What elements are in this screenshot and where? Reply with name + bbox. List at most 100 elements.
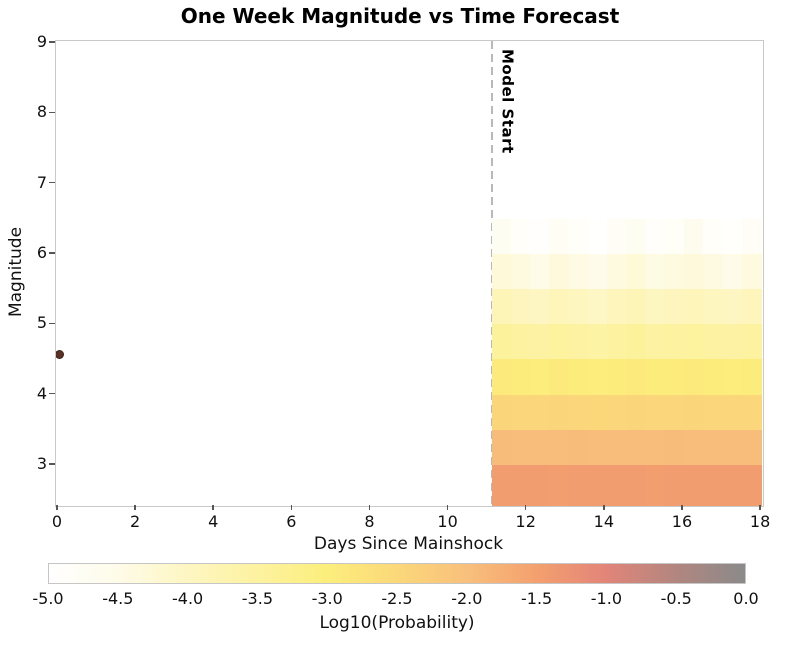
heatmap-cell	[491, 464, 512, 506]
heatmap-cell	[549, 359, 570, 395]
heatmap-cell	[626, 429, 647, 465]
colorbar-tick-label: -1.0	[590, 589, 622, 608]
heatmap-cell	[645, 359, 666, 395]
heatmap-cell	[664, 464, 685, 506]
heatmap-cell	[510, 218, 531, 254]
heatmap-cell	[549, 289, 570, 325]
heatmap-cell	[684, 359, 704, 395]
colorbar-tick-label: -3.0	[311, 589, 343, 608]
heatmap-cell	[741, 218, 762, 254]
heatmap-cell	[741, 359, 762, 395]
colorbar-tick-label: 0.0	[733, 589, 759, 608]
heatmap-cell	[664, 324, 685, 360]
heatmap-cell	[491, 253, 512, 290]
heatmap-cell	[741, 289, 762, 325]
heatmap-cell	[587, 289, 608, 325]
y-tick-label: 3	[36, 453, 47, 473]
heatmap-cell	[607, 359, 627, 395]
y-tick-label: 5	[36, 313, 47, 333]
heatmap-cell	[722, 253, 743, 290]
heatmap-cell	[645, 324, 666, 360]
x-tick-label: 12	[515, 512, 536, 531]
heatmap-cell	[684, 218, 704, 254]
heatmap-cell	[607, 394, 627, 430]
x-tick-label: 4	[208, 512, 219, 531]
x-tick-label: 2	[130, 512, 141, 531]
heatmap-cell	[568, 289, 589, 325]
heatmap-cell	[645, 429, 666, 465]
heatmap-cell	[549, 218, 570, 254]
y-tick-mark	[49, 111, 55, 114]
heatmap-cell	[664, 253, 685, 290]
heatmap-cell	[703, 429, 724, 465]
y-tick-mark	[49, 322, 55, 325]
heatmap-cell	[626, 464, 647, 506]
heatmap-cell	[491, 429, 512, 465]
colorbar-label: Log10(Probability)	[319, 613, 475, 633]
heatmap-cell	[510, 394, 531, 430]
heatmap-cell	[703, 359, 724, 395]
heatmap-cell	[722, 394, 743, 430]
heatmap-cell	[703, 394, 724, 430]
heatmap-cell	[741, 464, 762, 506]
heatmap-cell	[587, 464, 608, 506]
heatmap-cell	[491, 218, 512, 254]
heatmap-cell	[587, 218, 608, 254]
heatmap-cell	[722, 359, 743, 395]
colorbar-gradient	[48, 563, 746, 584]
x-tick-label: 8	[364, 512, 375, 531]
heatmap-cell	[664, 359, 685, 395]
heatmap-cell	[703, 464, 724, 506]
heatmap-cell	[491, 359, 512, 395]
x-tick-label: 18	[749, 512, 771, 531]
x-tick-mark	[368, 505, 371, 510]
heatmap-cell	[607, 464, 627, 506]
chart-title: One Week Magnitude vs Time Forecast	[180, 4, 620, 28]
x-tick-mark	[212, 505, 214, 510]
colorbar-tick-label: -2.5	[381, 589, 413, 608]
x-tick-label: 10	[437, 512, 458, 531]
heatmap-cell	[741, 324, 762, 360]
heatmap-cell	[684, 289, 704, 325]
x-tick-mark	[603, 505, 605, 510]
heatmap-cell	[722, 289, 743, 325]
heatmap-cell	[684, 464, 704, 506]
y-tick-mark	[49, 252, 55, 254]
heatmap-cell	[530, 253, 550, 290]
heatmap-cell	[626, 253, 647, 290]
model-start-label: Model Start	[498, 49, 517, 154]
heatmap-cell	[664, 394, 685, 430]
mainshock-point	[56, 350, 64, 360]
heatmap-cell	[530, 289, 550, 325]
heatmap-cell	[684, 394, 704, 430]
y-tick-label: 7	[36, 172, 47, 192]
x-tick-label: 14	[593, 512, 615, 531]
heatmap-cell	[664, 218, 685, 254]
y-tick-label: 9	[36, 32, 47, 51]
colorbar-tick-label: -0.5	[660, 589, 692, 608]
heatmap-cell	[626, 289, 647, 325]
heatmap-cell	[703, 324, 724, 360]
heatmap-cell	[510, 464, 531, 506]
heatmap-cell	[587, 253, 608, 290]
y-tick-mark	[49, 463, 55, 465]
heatmap-cell	[510, 429, 531, 465]
heatmap-cell	[549, 253, 570, 290]
x-tick-mark	[759, 505, 761, 510]
plot-area: Model Start	[55, 40, 764, 507]
heatmap-cell	[510, 324, 531, 360]
x-tick-label: 16	[671, 512, 693, 531]
heatmap-cell	[607, 429, 627, 465]
heatmap-cell	[741, 394, 762, 430]
heatmap-cell	[626, 394, 647, 430]
heatmap-cell	[530, 359, 550, 395]
x-axis-label: Days Since Mainshock	[313, 534, 504, 554]
y-tick-label: 8	[36, 102, 47, 122]
heatmap-cell	[510, 289, 531, 325]
heatmap-cell	[645, 253, 666, 290]
heatmap-cell	[626, 324, 647, 360]
heatmap-cell	[549, 429, 570, 465]
colorbar-tick-label: -1.5	[520, 589, 553, 608]
y-axis-label: Magnitude	[6, 226, 26, 318]
heatmap-cell	[684, 253, 704, 290]
